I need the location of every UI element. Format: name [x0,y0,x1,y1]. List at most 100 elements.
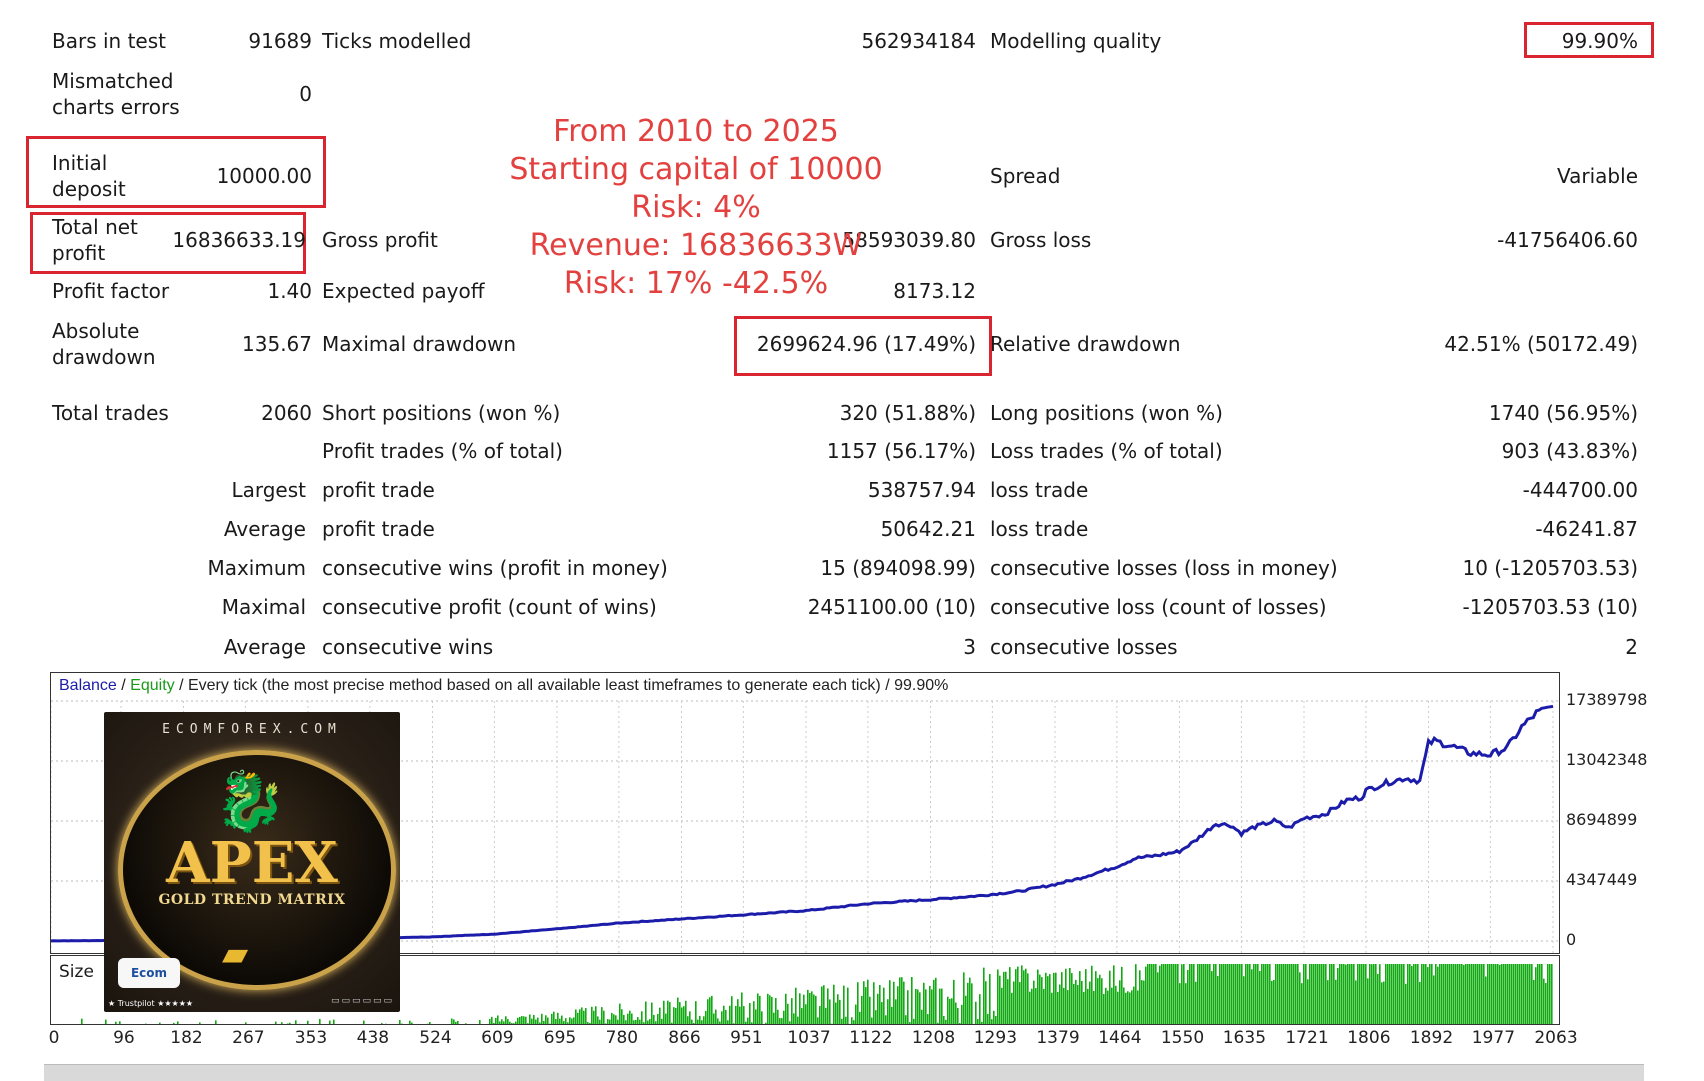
size-bar [1179,983,1181,1024]
logo-subtitle: GOLD TREND MATRIX [104,892,400,908]
size-bar [1377,974,1379,1024]
size-bar [1499,965,1501,1024]
size-bar [941,989,943,1024]
loss-trades-value: 903 (43.83%) [1420,438,1638,464]
size-bar [921,1010,923,1024]
size-bar [583,1011,585,1024]
size-bar [1457,964,1459,1024]
size-bar [607,1019,609,1024]
size-bar [735,1006,737,1024]
size-bar [1163,964,1165,1024]
size-bar [1203,964,1205,1024]
size-bar [713,1013,715,1024]
size-bar [743,1006,745,1024]
size-bar [1363,964,1365,1024]
size-bar [1021,965,1023,1024]
size-bar [307,1021,309,1024]
size-bar [1333,964,1335,1024]
annotation-capital: Starting capital of 10000 [486,152,906,188]
size-bar [601,1007,603,1024]
size-bar [793,1013,795,1024]
y-tick-label: 17389798 [1566,690,1647,709]
size-bar [1189,964,1191,1024]
size-bar [1407,964,1409,1024]
size-bar [899,977,901,1024]
size-bar [745,1022,747,1024]
size-bar [753,1001,755,1024]
size-bar [1295,964,1297,1024]
size-bar [1331,964,1333,1024]
size-bar [925,989,927,1024]
size-bar [493,1023,495,1024]
size-bar [1453,964,1455,1024]
size-bar [685,1001,687,1024]
size-bar [681,1007,683,1024]
size-bar [991,1019,993,1024]
size-bar [719,1021,721,1024]
size-bar [885,1015,887,1024]
x-tick-label: 353 [295,1028,327,1048]
size-bar [1041,977,1043,1024]
average-label-2: Average [150,634,306,660]
size-bar [1011,993,1013,1024]
size-bar [1127,991,1129,1024]
size-bar [643,1022,645,1024]
size-bar [929,986,931,1024]
size-bar [1397,964,1399,1024]
size-bar [1309,964,1311,1024]
size-bar [1053,973,1055,1024]
size-bar [1261,964,1263,1024]
size-bar [841,1019,843,1024]
size-bar [1079,971,1081,1024]
size-bar [599,1020,601,1024]
bars-in-test-value: 91689 [220,28,312,54]
size-bar [671,1023,673,1024]
size-bar [955,1003,957,1024]
x-tick-label: 2063 [1534,1028,1577,1048]
size-bar [759,996,761,1024]
size-bar [1345,965,1347,1024]
size-bar [1175,964,1177,1024]
size-bar [857,982,859,1024]
y-tick-label: 0 [1566,930,1576,949]
size-bar [1085,969,1087,1024]
size-bar [1511,964,1513,1024]
x-tick-label: 951 [730,1028,762,1048]
size-bar [827,988,829,1024]
size-bar [915,989,917,1024]
size-bar [521,1016,523,1024]
size-bar [1013,981,1015,1024]
size-bar [1217,976,1219,1024]
size-bar [667,1001,669,1024]
x-tick-label: 1721 [1285,1028,1328,1048]
size-bar [747,1018,749,1024]
size-bar [1251,969,1253,1024]
size-bar [695,1001,697,1024]
size-bar [535,1020,537,1024]
size-bar [329,1021,331,1024]
size-bar [1091,966,1093,1024]
size-bar [1025,969,1027,1024]
size-bar [755,1009,757,1024]
size-bar [605,1023,607,1024]
x-tick-label: 1208 [912,1028,955,1048]
loss-trades-label: Loss trades (% of total) [990,438,1223,464]
initial-deposit-label-1: Initial [52,150,107,176]
size-bar [673,1007,675,1024]
size-bar [1213,964,1215,1024]
size-bar [783,1011,785,1024]
size-bar [663,1001,665,1024]
maximal-cons-profit-label: consecutive profit (count of wins) [322,594,657,620]
long-positions-label: Long positions (won %) [990,400,1223,426]
size-bar [1405,984,1407,1024]
size-bar [245,1022,247,1024]
size-bar [1533,980,1535,1024]
size-bar [969,978,971,1024]
absolute-drawdown-value: 135.67 [220,331,312,357]
size-bar [887,999,889,1024]
size-bar [1099,975,1101,1024]
size-bar [1419,982,1421,1024]
x-tick-label: 1977 [1472,1028,1515,1048]
size-bar [781,1018,783,1024]
size-bar [1361,964,1363,1024]
